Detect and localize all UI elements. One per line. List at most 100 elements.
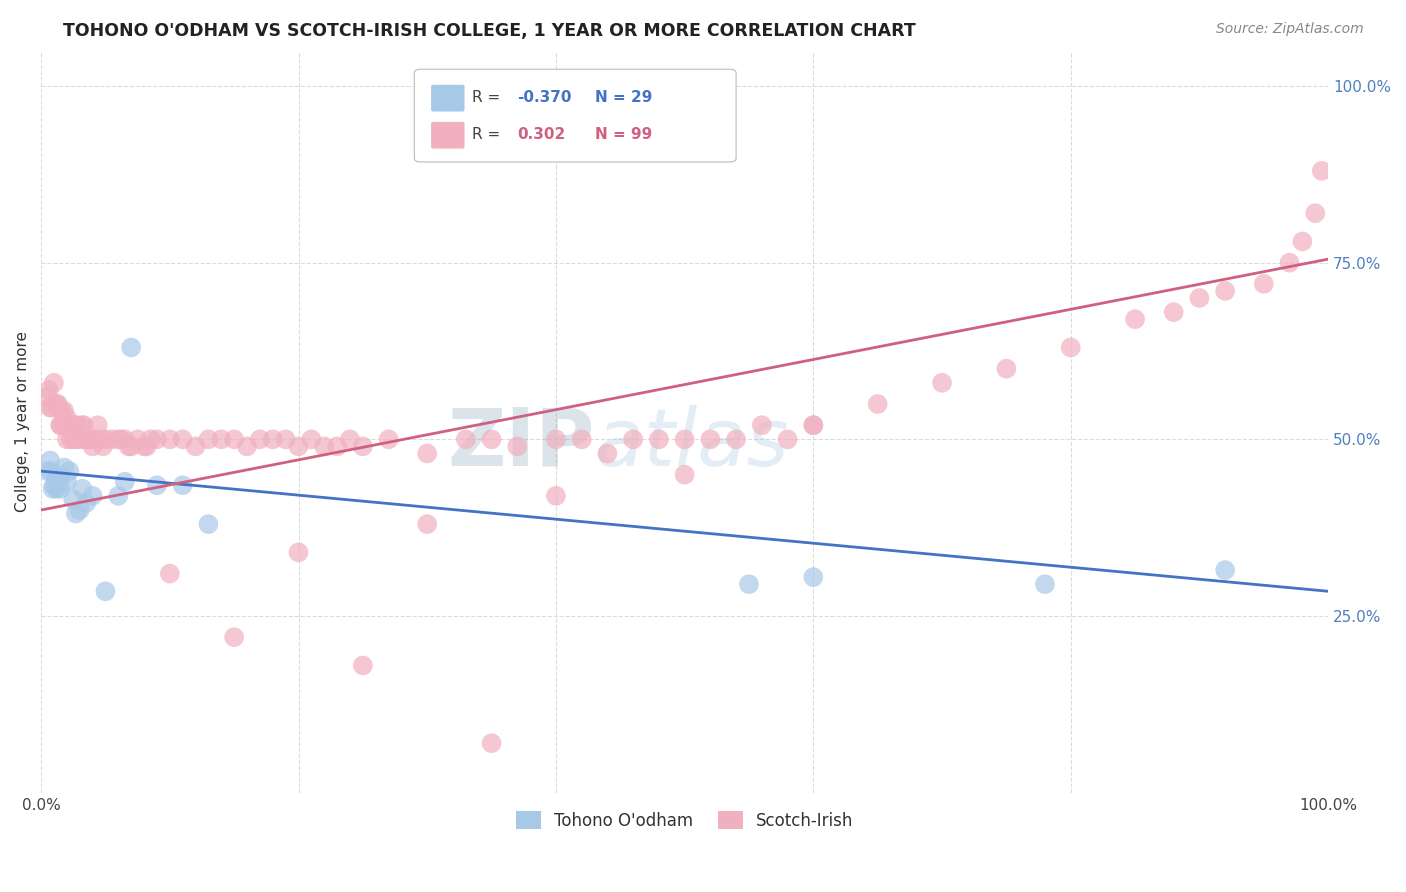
Point <box>41 401 63 415</box>
Point <box>135 439 157 453</box>
Text: 0.302: 0.302 <box>517 127 565 142</box>
Text: atlas: atlas <box>595 405 789 483</box>
Point <box>339 433 361 447</box>
Point <box>352 658 374 673</box>
Point <box>120 439 142 453</box>
Point <box>62 433 84 447</box>
Point <box>1310 163 1333 178</box>
Point <box>1163 305 1185 319</box>
Point <box>139 433 162 447</box>
Point <box>866 397 889 411</box>
Point <box>39 401 62 415</box>
Point <box>146 478 169 492</box>
Text: R =: R = <box>472 127 510 142</box>
Point <box>621 433 644 447</box>
Point <box>287 439 309 453</box>
Point <box>49 418 72 433</box>
Point <box>1303 206 1326 220</box>
Point <box>53 418 76 433</box>
Point <box>1188 291 1211 305</box>
Point <box>1291 235 1313 249</box>
Text: ZIP: ZIP <box>447 405 595 483</box>
Point <box>416 517 439 532</box>
Point <box>53 460 76 475</box>
Point <box>184 439 207 453</box>
Point <box>69 433 91 447</box>
Point <box>931 376 953 390</box>
Point <box>648 433 671 447</box>
Point <box>377 433 399 447</box>
Point <box>42 376 65 390</box>
Text: TOHONO O'ODHAM VS SCOTCH-IRISH COLLEGE, 1 YEAR OR MORE CORRELATION CHART: TOHONO O'ODHAM VS SCOTCH-IRISH COLLEGE, … <box>63 22 917 40</box>
Point <box>197 517 219 532</box>
Point <box>65 433 87 447</box>
Point <box>506 439 529 453</box>
Point <box>65 507 87 521</box>
Point <box>63 418 86 433</box>
Point <box>1253 277 1275 291</box>
Point <box>236 439 259 453</box>
Point <box>995 361 1018 376</box>
Point <box>673 467 696 482</box>
Point <box>82 489 104 503</box>
Point <box>41 482 63 496</box>
Point <box>94 433 117 447</box>
Point <box>416 446 439 460</box>
Point <box>107 489 129 503</box>
Point <box>49 482 72 496</box>
Point <box>274 433 297 447</box>
FancyBboxPatch shape <box>432 85 464 112</box>
Point <box>56 433 79 447</box>
Point <box>72 418 94 433</box>
Point <box>72 482 94 496</box>
Point <box>352 439 374 453</box>
Point <box>801 418 824 433</box>
Point <box>56 411 79 425</box>
Point <box>82 439 104 453</box>
Text: N = 29: N = 29 <box>595 90 652 105</box>
Point <box>42 397 65 411</box>
Point <box>114 433 136 447</box>
Point <box>84 433 107 447</box>
Point <box>544 489 567 503</box>
Point <box>699 433 721 447</box>
Point <box>37 464 59 478</box>
Point <box>72 418 94 433</box>
Point <box>37 390 59 404</box>
Point <box>454 433 477 447</box>
Point <box>146 433 169 447</box>
Point <box>544 433 567 447</box>
Point <box>45 397 67 411</box>
Point <box>1060 341 1083 355</box>
Point <box>59 433 82 447</box>
Point <box>326 439 349 453</box>
Point <box>299 433 322 447</box>
Point <box>249 433 271 447</box>
Point <box>66 418 89 433</box>
Point <box>197 433 219 447</box>
Point <box>596 446 619 460</box>
Point <box>94 584 117 599</box>
Point <box>1123 312 1146 326</box>
Point <box>751 418 773 433</box>
Point <box>117 439 139 453</box>
Text: R =: R = <box>472 90 505 105</box>
Point <box>673 433 696 447</box>
Point <box>46 397 69 411</box>
Point <box>725 433 748 447</box>
FancyBboxPatch shape <box>415 70 737 162</box>
Text: -0.370: -0.370 <box>517 90 572 105</box>
Point <box>73 433 96 447</box>
Point <box>39 453 62 467</box>
Point <box>49 418 72 433</box>
Point <box>159 566 181 581</box>
Point <box>62 492 84 507</box>
Point <box>262 433 284 447</box>
Point <box>224 433 246 447</box>
Point <box>209 433 232 447</box>
Point <box>53 404 76 418</box>
Point <box>801 418 824 433</box>
Point <box>101 433 124 447</box>
Point <box>127 433 149 447</box>
Point <box>45 471 67 485</box>
